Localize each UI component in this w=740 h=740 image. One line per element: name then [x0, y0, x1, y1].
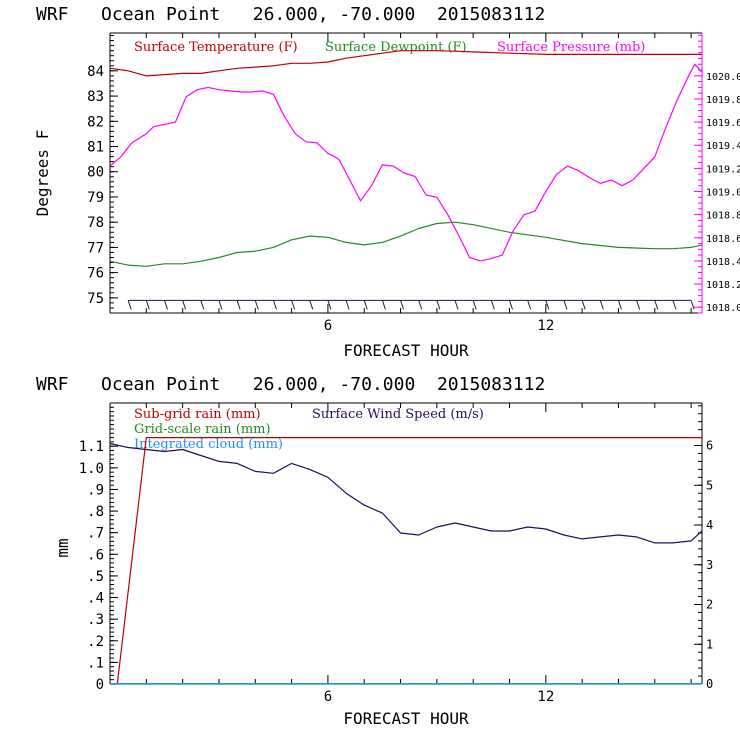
legend-entry: Surface Dewpoint (F) — [325, 40, 467, 55]
wind-barb — [400, 300, 405, 310]
y2-tick-label: 1019.6 — [706, 118, 740, 129]
y2-tick-label: 3 — [706, 558, 713, 572]
y-tick-label: .7 — [87, 526, 104, 542]
top-chart-ylabel: Degrees F — [33, 130, 52, 217]
y-tick-label: 79 — [87, 190, 104, 206]
wind-barb — [254, 300, 259, 310]
wind-barb — [509, 300, 513, 310]
series-line-surface-pressure-mb — [109, 63, 703, 262]
wind-barb — [418, 300, 423, 310]
y2-tick-label: 1018.8 — [706, 211, 740, 222]
y2-tick-label: 1019.0 — [706, 188, 740, 199]
wind-barb — [309, 300, 314, 310]
y-tick-label: .4 — [87, 591, 104, 607]
y-tick-label: 84 — [87, 64, 104, 80]
wind-barb — [236, 300, 241, 310]
legend-entry: Surface Pressure (mb) — [497, 40, 645, 55]
wind-barb — [563, 300, 568, 310]
wind-barb — [454, 300, 459, 310]
y2-tick-label: 1020.0 — [706, 72, 740, 83]
x-tick-label: 12 — [537, 689, 554, 705]
wind-barb — [581, 300, 586, 310]
y2-tick-label: 1018.4 — [706, 257, 740, 268]
y-tick-label: 75 — [87, 291, 104, 307]
wind-barb — [363, 300, 368, 310]
wind-barb — [490, 300, 495, 310]
series-line-sub-grid-rain-mm — [110, 437, 702, 685]
wind-barb — [345, 300, 350, 310]
y2-tick-label: 1018.2 — [706, 280, 740, 291]
y2-tick-label: 2 — [706, 598, 713, 612]
top-chart-plot: 6 12 75 76 77 78 79 80 81 82 83 84 1018.0 1018.2 1018.… — [87, 32, 740, 334]
bottom-chart-ylabel: mm — [53, 538, 72, 557]
y-tick-label: 1.0 — [79, 461, 104, 477]
y-tick-label: .6 — [87, 547, 104, 563]
wind-barb — [436, 300, 441, 310]
wind-barb — [545, 300, 550, 310]
y2-tick-label: 1 — [706, 637, 713, 651]
y2-tick-label: 4 — [706, 518, 713, 532]
wind-barb — [472, 300, 477, 310]
top-chart-xlabel: FORECAST HOUR — [343, 341, 469, 360]
wind-barb — [636, 300, 641, 310]
wind-barb — [145, 300, 150, 310]
y2-tick-label: 5 — [706, 478, 713, 492]
y-tick-label: 78 — [87, 215, 104, 231]
x-tick-label: 6 — [324, 318, 332, 334]
wind-barb — [327, 300, 332, 310]
y-tick-label: .2 — [87, 634, 104, 650]
wind-barb — [164, 300, 168, 310]
wind-barb — [381, 300, 386, 310]
wind-barb — [672, 300, 677, 310]
y2-tick-label: 6 — [706, 439, 713, 453]
bottom-chart-title: WRF Ocean Point 26.000, -70.000 20150831… — [36, 374, 545, 395]
x-tick-label: 12 — [537, 318, 554, 334]
bottom-chart-legend: Sub-grid rain (mm) Surface Wind Speed (m/… — [134, 407, 484, 452]
series-line-surface-wind-speed-m-s — [109, 442, 703, 544]
y-tick-label: 82 — [87, 114, 104, 130]
y-tick-label: 80 — [87, 165, 104, 181]
wind-barb — [599, 300, 604, 310]
y2-tick-label: 1019.2 — [706, 164, 740, 175]
wind-barb — [617, 300, 622, 310]
legend-entry: Surface Temperature (F) — [134, 40, 298, 55]
y-tick-label: .3 — [87, 612, 104, 628]
wind-barb — [218, 300, 223, 310]
legend-entry: Sub-grid rain (mm) — [134, 407, 261, 422]
y-tick-label: 77 — [87, 240, 104, 256]
y-tick-label: 83 — [87, 89, 104, 105]
y-tick-label: 0 — [96, 677, 104, 693]
y-tick-label: 76 — [87, 266, 104, 282]
wind-barb — [182, 300, 187, 310]
y2-tick-label: 1018.6 — [706, 234, 740, 245]
legend-entry: Grid-scale rain (mm) — [134, 422, 271, 437]
y-tick-label: 81 — [87, 140, 104, 156]
y2-tick-label: 1019.4 — [706, 141, 740, 152]
y-tick-label: .1 — [87, 655, 104, 671]
y-tick-label: .5 — [87, 569, 104, 585]
wind-barb — [690, 300, 695, 310]
y2-tick-label: 0 — [706, 677, 713, 691]
legend-entry: Surface Wind Speed (m/s) — [312, 407, 484, 422]
x-tick-label: 6 — [324, 689, 332, 705]
y-tick-label: .8 — [87, 504, 104, 520]
wind-barb — [272, 300, 277, 310]
wind-barb — [654, 300, 659, 310]
wind-barb — [527, 300, 532, 310]
series-line-surface-temperature-f — [109, 50, 702, 77]
y2-tick-label: 1019.8 — [706, 95, 740, 106]
wind-barb — [127, 300, 132, 310]
series-line-surface-dewpoint-f — [109, 221, 703, 267]
wind-barb — [200, 300, 205, 310]
wind-barb — [291, 300, 296, 310]
bottom-chart-xlabel: FORECAST HOUR — [343, 709, 469, 728]
top-chart-title: WRF Ocean Point 26.000, -70.000 20150831… — [36, 4, 545, 25]
y-tick-label: 1.1 — [79, 439, 104, 455]
y-tick-label: .9 — [87, 482, 104, 498]
legend-entry: Integrated cloud (mm) — [134, 437, 283, 452]
y2-tick-label: 1018.0 — [706, 303, 740, 314]
